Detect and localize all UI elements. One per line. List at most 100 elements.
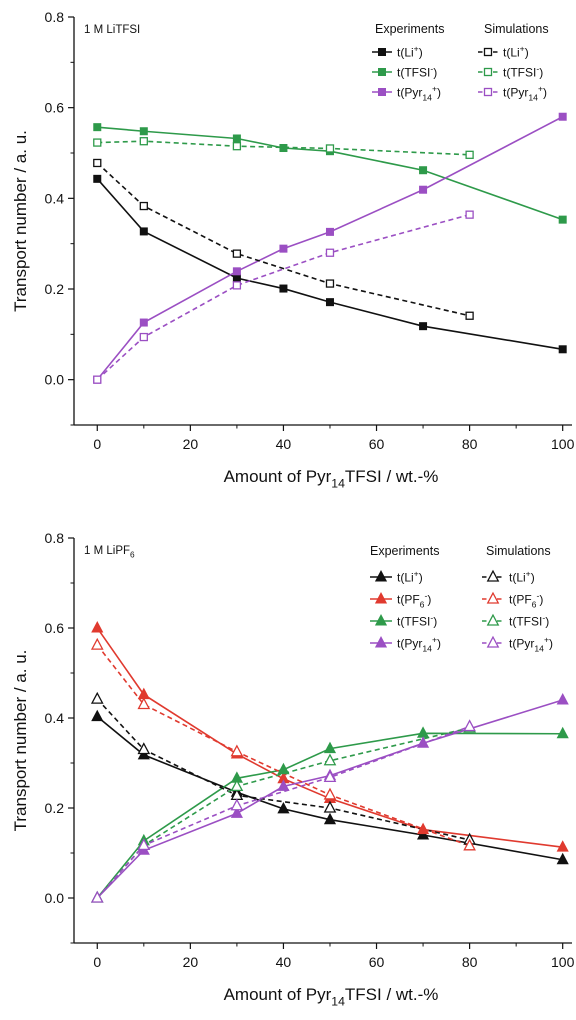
data-point	[463, 719, 476, 732]
y-tick-label: 0.8	[45, 9, 65, 25]
x-axis-label: Amount of Pyr14TFSI / wt.-%	[224, 985, 439, 1008]
data-point	[325, 298, 334, 307]
data-point	[463, 838, 476, 851]
data-point	[139, 318, 148, 327]
data-point	[232, 281, 242, 290]
data-point	[91, 621, 104, 633]
x-tick-label: 80	[462, 436, 478, 452]
legend-marker	[486, 613, 500, 626]
data-point	[91, 709, 104, 722]
legend-entry: t(Li+)	[397, 43, 423, 59]
data-point	[90, 637, 104, 650]
legend-entry: t(TFSI-)	[503, 63, 543, 79]
legend-marker	[378, 48, 386, 56]
legend-entry: t(Pyr14+)	[397, 83, 441, 102]
x-tick-label: 80	[462, 954, 478, 970]
data-point	[419, 185, 428, 194]
data-point	[230, 744, 244, 757]
legend-marker	[378, 68, 386, 76]
data-point	[232, 134, 241, 143]
data-point	[323, 753, 337, 766]
legend-marker	[483, 67, 493, 77]
x-tick-label: 100	[551, 954, 575, 970]
y-tick-label: 0.0	[45, 372, 65, 388]
x-axis-label: Amount of Pyr14TFSI / wt.-%	[224, 467, 439, 490]
data-point	[465, 150, 474, 159]
y-tick-label: 0.6	[45, 100, 65, 116]
legend-marker	[378, 88, 386, 96]
x-tick-label: 0	[93, 436, 101, 452]
legend-entry: t(TFSI-)	[509, 612, 549, 628]
data-point	[139, 201, 148, 211]
y-axis-label: Transport number / a. u.	[11, 650, 30, 832]
data-point	[232, 249, 242, 258]
data-point	[416, 736, 430, 748]
legend-entry: t(Li+)	[397, 568, 423, 584]
series-line	[96, 162, 470, 317]
legend-header: Experiments	[370, 544, 439, 558]
data-point	[465, 311, 474, 320]
legend-marker	[374, 570, 388, 582]
y-axis-label: Transport number / a. u.	[11, 130, 30, 312]
x-tick-label: 40	[276, 436, 292, 452]
legend-entry: t(Pyr14+)	[503, 83, 547, 102]
x-tick-label: 20	[183, 954, 199, 970]
y-tick-label: 0.6	[45, 620, 65, 636]
legend-header: Simulations	[486, 544, 551, 558]
data-point	[137, 742, 151, 755]
legend-entry: t(TFSI-)	[397, 63, 437, 79]
data-point	[325, 227, 334, 236]
series-line	[96, 116, 564, 381]
legend-header: Simulations	[484, 22, 549, 36]
legend-marker	[486, 591, 500, 604]
data-point	[419, 166, 428, 175]
legend-entry: t(TFSI-)	[397, 612, 437, 628]
x-tick-label: 40	[276, 954, 292, 970]
data-point	[558, 112, 567, 121]
series-line	[96, 644, 470, 847]
y-tick-label: 0.2	[45, 281, 65, 297]
x-tick-label: 100	[551, 436, 575, 452]
legend-entry: t(Li+)	[509, 568, 535, 584]
data-point	[558, 345, 567, 354]
data-point	[230, 779, 244, 792]
data-point	[556, 726, 569, 739]
series-line	[96, 213, 470, 381]
panel-label: 1 M LiTFSI	[84, 24, 140, 36]
data-point	[323, 770, 337, 783]
legend-marker	[483, 87, 493, 97]
data-point	[93, 158, 102, 168]
panel-label: 1 M LiPF6	[84, 545, 135, 560]
data-point	[556, 693, 569, 705]
legend-entry: t(PF6-)	[509, 590, 543, 609]
y-tick-label: 0.0	[45, 890, 65, 906]
data-point	[139, 227, 148, 236]
data-point	[277, 801, 290, 814]
data-point	[279, 144, 288, 153]
data-point	[93, 174, 102, 183]
data-point	[139, 332, 148, 342]
data-point	[90, 890, 104, 903]
data-point	[325, 279, 335, 288]
data-point	[465, 210, 474, 219]
x-tick-label: 0	[93, 954, 101, 970]
legend-entry: t(Pyr14+)	[509, 634, 553, 653]
data-point	[419, 322, 428, 331]
data-point	[556, 852, 569, 865]
data-point	[93, 138, 102, 147]
y-tick-label: 0.2	[45, 800, 65, 816]
data-point	[230, 798, 244, 811]
legend-marker	[483, 47, 493, 57]
data-point	[325, 248, 335, 257]
legend-marker	[486, 635, 500, 648]
data-point	[93, 375, 102, 384]
data-point	[416, 822, 430, 835]
y-tick-label: 0.8	[45, 530, 65, 546]
data-point	[137, 838, 151, 850]
data-point	[416, 726, 430, 738]
data-point	[279, 284, 288, 293]
legend-entry: t(Pyr14+)	[397, 634, 441, 653]
data-point	[139, 137, 148, 146]
data-point	[277, 762, 290, 775]
legend-marker	[374, 614, 388, 626]
